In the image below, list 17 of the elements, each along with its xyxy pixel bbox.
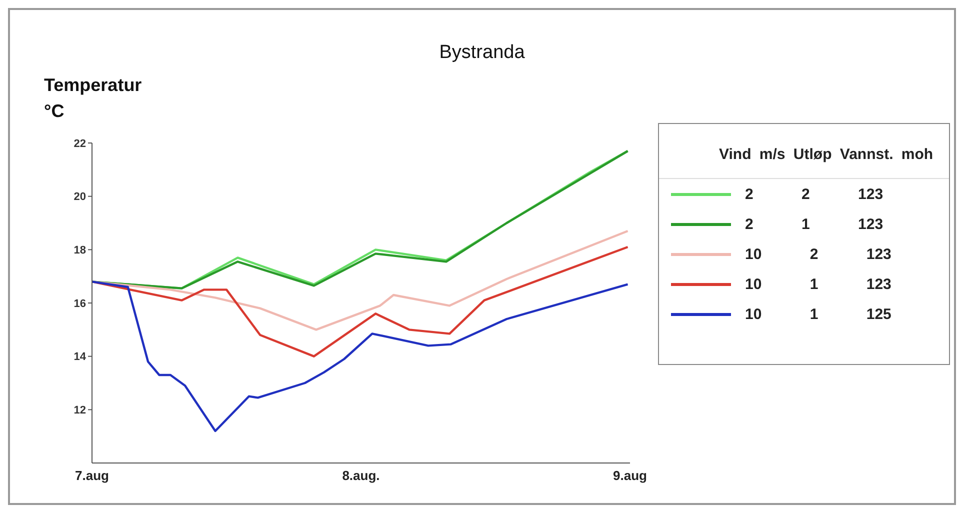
y-tick-label: 22 (74, 138, 86, 150)
legend-label: 10 1 123 (745, 276, 892, 292)
legend-label: 2 1 123 (745, 216, 884, 232)
legend-label: 2 2 123 (745, 186, 884, 202)
y-axis-title: Temperatur °C (44, 74, 143, 123)
legend-title: Vind m/s Utløp Vannst. moh (659, 124, 949, 179)
y-tick-label: 16 (74, 298, 86, 310)
y-tick-label: 12 (74, 404, 86, 417)
chart-title: Bystranda (438, 42, 526, 64)
legend-label: 10 1 125 (745, 306, 892, 322)
legend-label: 10 2 123 (745, 246, 892, 262)
x-tick-label: 9.aug (613, 468, 648, 484)
y-tick-label: 18 (74, 244, 86, 257)
x-tick-label: 7.aug (75, 468, 110, 484)
x-tick-label: 8.aug. (342, 468, 380, 484)
y-tick-label: 14 (74, 351, 87, 364)
y-tick-label: 20 (74, 191, 86, 204)
